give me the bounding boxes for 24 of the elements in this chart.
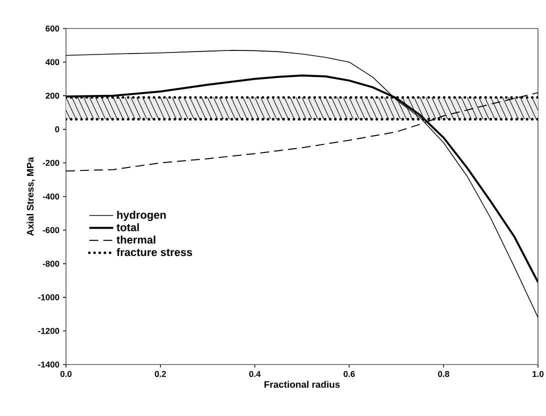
y-tick-label: -1200 bbox=[38, 328, 60, 334]
y-tick-label: -600 bbox=[42, 227, 60, 234]
y-tick-label: -200 bbox=[42, 160, 60, 166]
y-tick-label: -1400 bbox=[38, 362, 60, 368]
y-tick-label: 400 bbox=[45, 59, 60, 66]
x-tick-label: 0.4 bbox=[249, 371, 261, 377]
x-tick-label: 0.8 bbox=[438, 371, 450, 377]
legend-label: total bbox=[116, 223, 139, 232]
y-tick-label: 0 bbox=[55, 126, 60, 132]
x-tick-label: 0.0 bbox=[60, 371, 72, 377]
x-tick-label: 0.2 bbox=[154, 371, 166, 377]
y-tick-label: -800 bbox=[42, 260, 60, 267]
x-axis-title: Fractional radius bbox=[264, 380, 340, 388]
y-tick-label: 200 bbox=[46, 92, 60, 99]
y-tick-label: -1000 bbox=[38, 294, 60, 300]
y-tick-label: -400 bbox=[42, 194, 60, 200]
legend-label: fracture stress bbox=[116, 248, 192, 256]
y-axis-title: Axial Stress, MPa bbox=[26, 156, 35, 236]
x-tick-label: 1.0 bbox=[532, 371, 544, 377]
legend-label: hydrogen bbox=[117, 210, 166, 222]
y-tick-label: 600 bbox=[46, 26, 60, 32]
line-series bbox=[66, 50, 538, 318]
x-tick-label: 0.6 bbox=[344, 371, 355, 377]
legend-label: thermal bbox=[116, 236, 156, 244]
